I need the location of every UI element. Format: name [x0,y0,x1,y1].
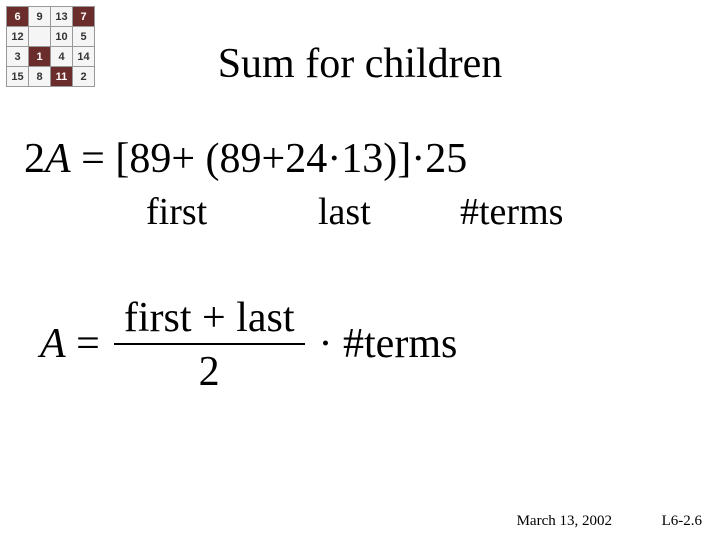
eq1-dot1: · [327,136,341,182]
eq1-open: [ [115,136,129,182]
eq2-dot: · [319,321,344,367]
label-last: last [318,190,371,234]
eq2-fraction: first + last 2 [114,295,305,393]
eq1-plus1: + ( [171,136,219,182]
eq2-var: A [40,321,66,367]
eq1-prefix: 2 [24,136,45,182]
eq2-num-plus: + [192,295,237,341]
eq2-denominator: 2 [189,345,230,393]
eq1-terms: 25 [425,136,467,182]
eq1-n1: 13 [341,136,383,182]
eq1-close: )] [383,136,411,182]
label-terms: #terms [460,190,563,234]
footer-date: March 13, 2002 [517,513,612,530]
equation-line-2: A = first + last 2 · #terms [40,295,457,393]
eq2-num-first: first [124,295,192,341]
ms-cell: 13 [51,7,73,27]
eq2-terms: #terms [343,321,457,367]
eq2-num-last: last [236,295,294,341]
eq2-numerator: first + last [114,295,305,343]
eq1-first-again: 89 [220,136,262,182]
eq1-dot2: · [411,136,425,182]
ms-cell: 9 [29,7,51,27]
eq1-step: 24 [285,136,327,182]
slide-title: Sum for children [0,40,720,88]
equation-line-1: 2A = [89+ (89+24·13)]·25 [24,135,467,183]
label-first: first [146,190,207,234]
eq1-var: A [45,136,71,182]
eq2-rhs: · #terms [319,320,458,368]
eq1-plus2: + [262,136,286,182]
ms-cell: 6 [7,7,29,27]
footer-page: L6-2.6 [662,513,702,530]
ms-cell: 7 [73,7,95,27]
eq2-eq: = [66,321,100,367]
eq1-first: 89 [129,136,171,182]
eq2-lhs: A = [40,320,100,368]
eq1-eq: = [71,136,116,182]
